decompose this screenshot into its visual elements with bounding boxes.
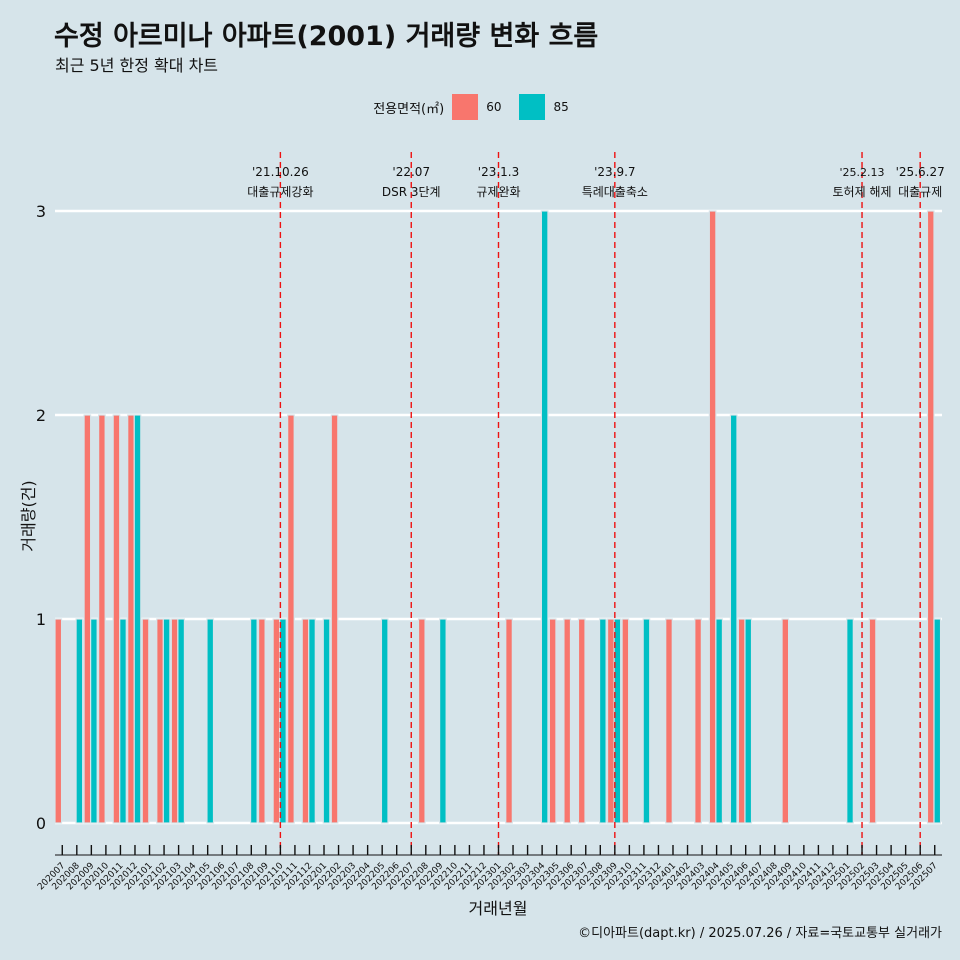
legend-swatch-85 [519,94,546,120]
chart-title: 수정 아르미나 아파트(2001) 거래량 변화 흐름 [54,21,599,52]
bar-85-202008 [75,618,84,824]
bar-60-202010 [98,414,106,824]
bar-60-202409 [781,618,790,824]
bar-60-202012 [127,414,135,824]
bar-60-202507 [926,210,935,824]
bar-60-202310 [621,618,630,824]
bar-85-202304 [540,210,549,824]
bar-85-202308 [598,618,607,824]
bar-60-202302 [505,618,513,824]
event-date: '23.9.7 [594,165,635,179]
bar-85-202201 [322,618,331,824]
bar-60-202102 [156,618,164,824]
bar-60-202401 [665,618,673,824]
bar-85-202103 [177,618,186,824]
x-axis: 2020072020082020092020102020112020122021… [36,845,942,892]
bar-60-202110 [272,618,281,824]
bar-60-202306 [563,618,572,824]
bar-85-202501 [846,618,854,824]
legend-title: 전용면적(㎡) [373,101,445,117]
bar-85-202112 [308,618,316,824]
bar-60-202101 [141,618,150,824]
bar-85-202110 [279,618,287,824]
event-label: DSR 3단계 [382,185,441,199]
bar-85-202108 [249,618,258,824]
bar-85-202404 [715,618,724,824]
event-date: '25.6.27 [896,165,945,179]
bar-60-202406 [737,618,746,824]
legend: 전용면적(㎡) 60 85 [0,94,960,120]
legend-label-85: 85 [553,100,569,114]
legend-label-60: 60 [486,100,502,114]
y-tick-label: 0 [36,814,46,833]
bar-60-202103 [170,618,179,824]
bar-60-202307 [577,618,586,824]
bar-60-202309 [606,618,615,824]
bar-60-202112 [301,618,310,824]
bar-85-202009 [90,618,98,824]
bar-60-202403 [694,618,702,824]
bar-60-202009 [83,414,92,824]
event-label: 토허제 해제 [833,185,892,199]
bar-85-202102 [162,618,171,824]
event-date: '21.10.26 [252,165,309,179]
bar-85-202012 [133,414,142,824]
bars [54,210,942,824]
bar-60-202202 [330,414,339,824]
bar-60-202111 [287,414,295,824]
y-axis: 0 1 2 3 [36,202,46,833]
legend-swatch-60 [452,94,479,120]
event-date: '25.2.13 [840,166,885,179]
caption: ©디아파트(dapt.kr) / 2025.07.26 / 자료=국토교통부 실… [578,926,942,941]
event-markers: '21.10.26 대출규제강화 '22.07 DSR 3단계 '23.1.3 규제완화 '… [247,152,945,855]
bar-85-202309 [613,618,622,824]
bar-60-202503 [868,618,877,824]
event-date: '23.1.3 [478,165,519,179]
y-tick-label: 2 [36,406,46,425]
bar-60-202109 [257,618,266,824]
event-label: 특례대출축소 [582,185,648,199]
bar-85-202311 [642,618,651,824]
event-label: 대출규제 [898,185,942,199]
bar-60-202011 [112,414,121,824]
y-axis-label: 거래량(건) [19,480,38,551]
bar-85-202105 [206,618,215,824]
chart-subtitle: 최근 5년 한정 확대 차트 [55,56,219,75]
event-label: 대출규제강화 [247,185,313,199]
bar-60-202007 [54,618,63,824]
x-axis-label: 거래년월 [469,899,528,918]
bar-85-202209 [439,618,447,824]
bar-85-202507 [933,618,942,824]
y-tick-label: 1 [36,610,46,629]
y-tick-label: 3 [36,202,46,221]
bar-85-202205 [380,618,389,824]
event-date: '22.07 [392,165,430,179]
event-label: 규제완화 [476,185,520,199]
bar-60-202208 [417,618,426,824]
bar-85-202406 [744,618,753,824]
bar-60-202404 [708,210,717,824]
bar-85-202011 [119,618,127,824]
bar-85-202405 [729,414,738,824]
bar-60-202305 [548,618,557,824]
